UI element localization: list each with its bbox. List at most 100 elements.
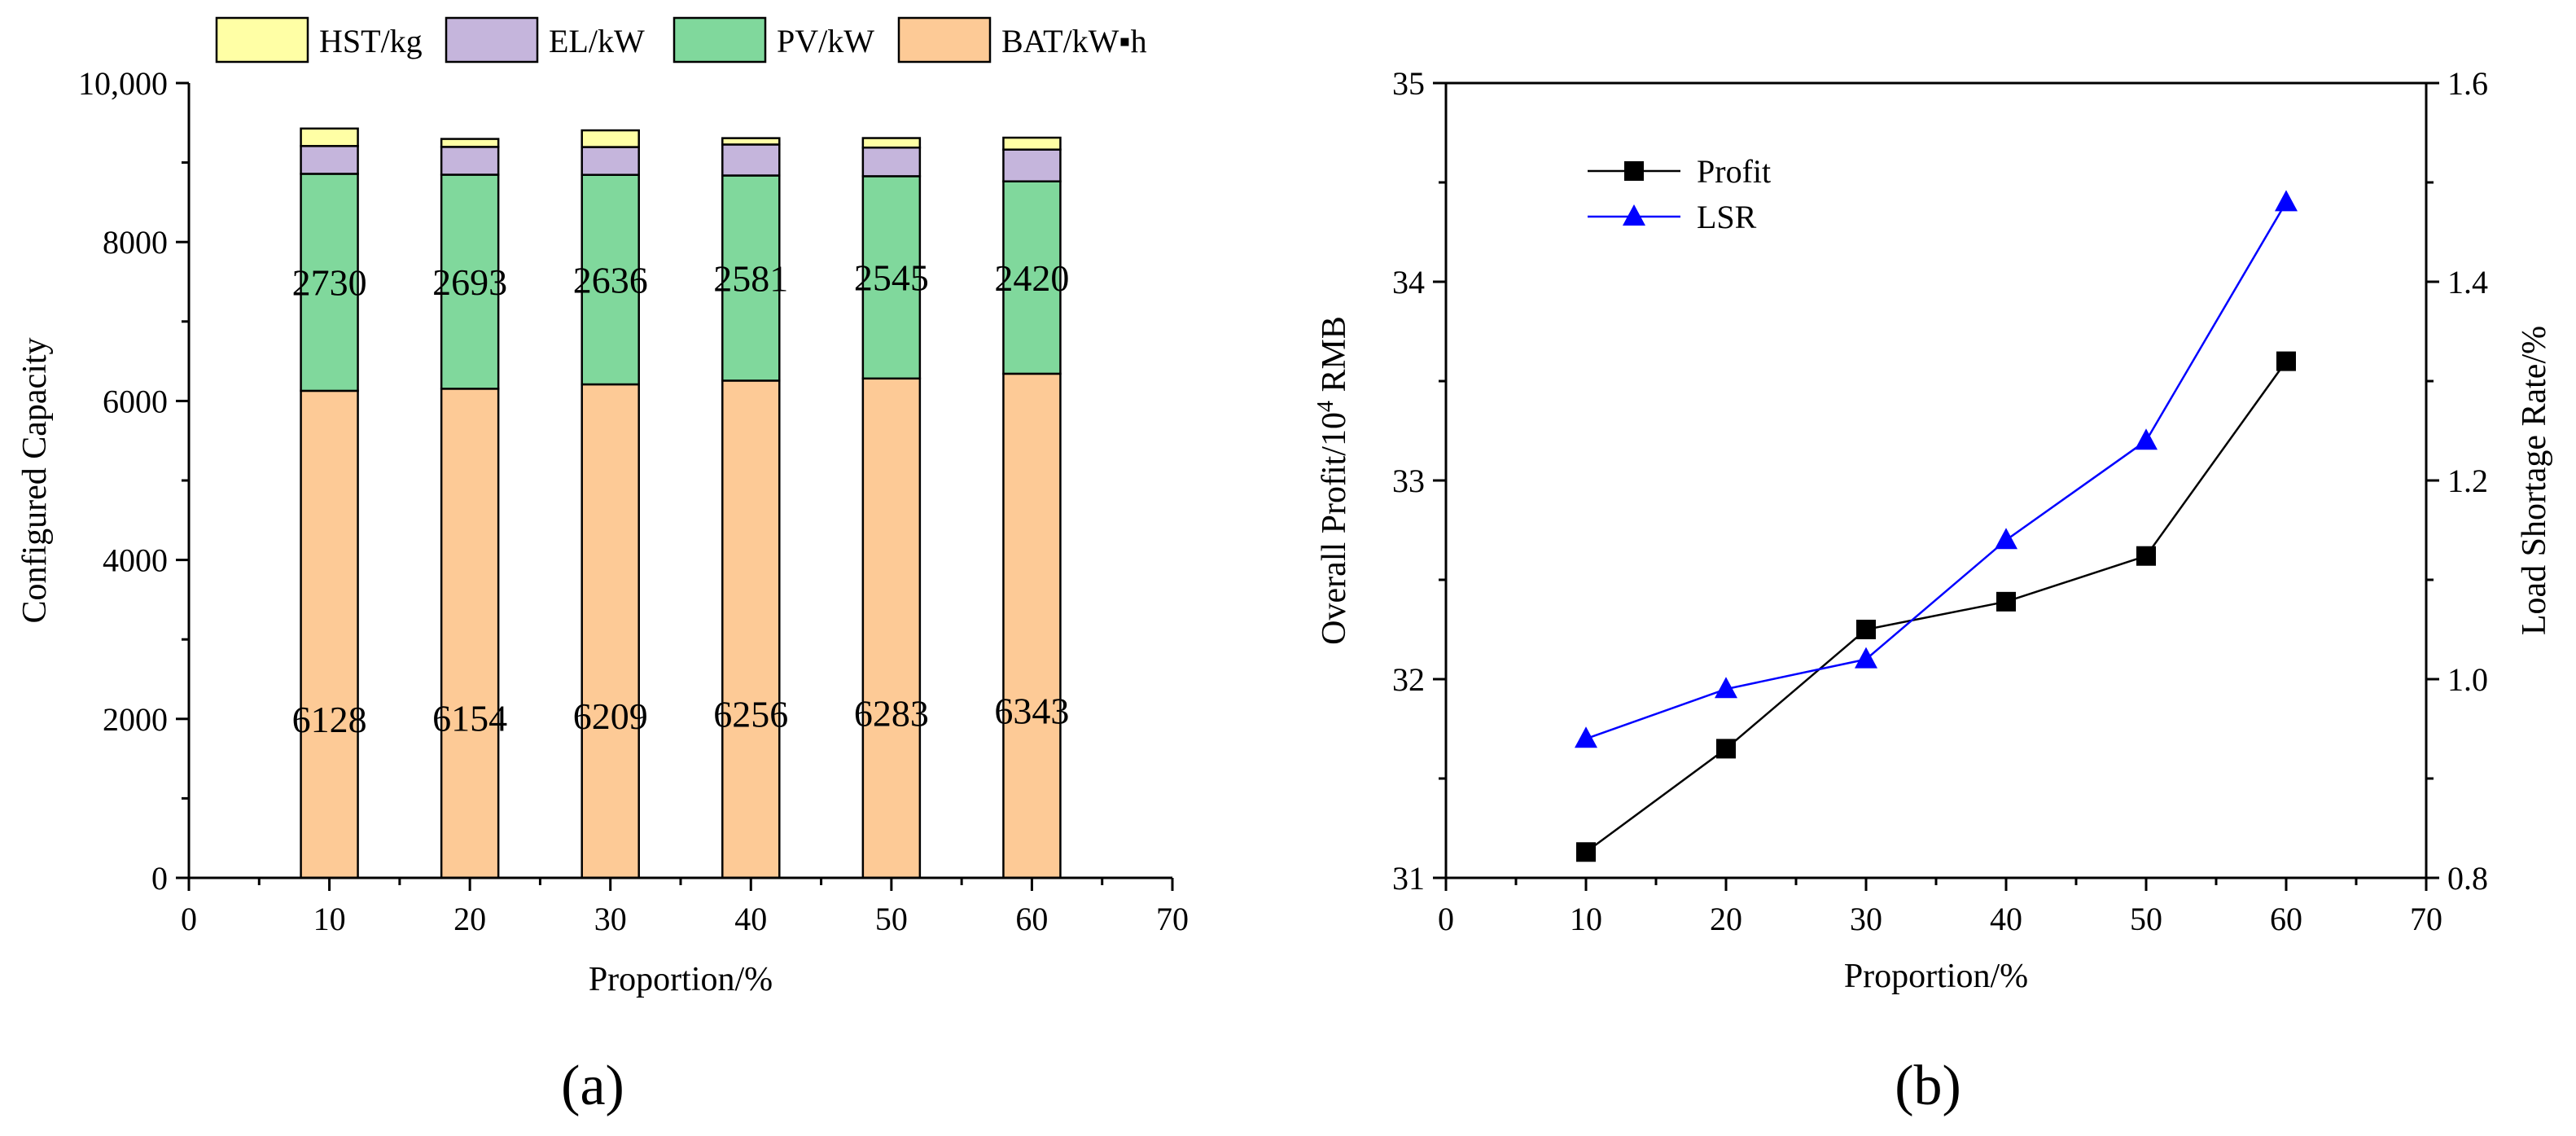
bar-segment <box>1002 372 1062 879</box>
y-tick-label: 6000 <box>103 383 168 419</box>
y-tick-label: 31 <box>1392 860 1425 897</box>
y-tick-label: 33 <box>1392 463 1425 499</box>
bar-segment <box>300 127 359 147</box>
bar-segment <box>580 129 640 148</box>
legend-swatch <box>897 16 992 64</box>
x-tick-label: 20 <box>1710 901 1742 937</box>
data-label: 6256 <box>713 694 788 735</box>
data-label: 6128 <box>292 699 367 740</box>
legend-label: BAT/kW▪h <box>1001 23 1147 59</box>
legend-label: PV/kW <box>777 23 874 59</box>
legend-swatch <box>672 16 767 64</box>
x-tick-label: 0 <box>181 901 197 937</box>
bar-segment <box>440 388 500 879</box>
y-tick-label: 10,000 <box>78 65 168 102</box>
x-axis-title: Proportion/% <box>1844 958 2028 995</box>
bar-segment <box>721 143 781 177</box>
bar-segment <box>580 146 640 176</box>
y-axis-title-superscript: 4 <box>1313 401 1338 412</box>
y-tick-label: 0 <box>151 860 168 897</box>
y2-tick-label: 0.8 <box>2447 860 2488 897</box>
y-tick-label: 8000 <box>103 224 168 261</box>
x-axis-title: Proportion/% <box>589 961 773 998</box>
bar-segment <box>300 389 359 879</box>
bar-segment <box>861 147 922 178</box>
legend-swatch <box>215 16 309 64</box>
y-tick-label: 32 <box>1392 661 1425 698</box>
y2-tick-label: 1.2 <box>2447 463 2488 499</box>
x-tick-label: 60 <box>1015 901 1048 937</box>
bar-segment <box>721 137 781 146</box>
x-tick-label: 30 <box>594 901 627 937</box>
plot-frame <box>1444 81 2428 879</box>
data-point <box>1715 677 1737 699</box>
data-label: 2693 <box>432 261 507 303</box>
legend-label: EL/kW <box>549 23 645 59</box>
bar-segment <box>861 175 922 380</box>
data-point <box>1996 591 2016 612</box>
x-tick-label: 10 <box>1570 901 1602 937</box>
x-tick-label: 40 <box>1990 901 2022 937</box>
x-tick-label: 70 <box>1156 901 1189 937</box>
panel-a-chart: 6128 6154 6209 6256 6283 6343 2730 2693 2636 2581… <box>16 16 1189 1117</box>
bar-segment <box>1002 180 1062 375</box>
data-label: 2730 <box>292 262 367 304</box>
bar-segment <box>1002 136 1062 151</box>
y-axis-title-part: RMB <box>1316 316 1353 401</box>
y2-tick-label: 1.6 <box>2447 65 2488 102</box>
bar-segment <box>300 173 359 393</box>
data-point <box>2275 190 2298 212</box>
y-tick-label: 35 <box>1392 65 1425 102</box>
legend-swatch <box>445 16 539 64</box>
x-tick-label: 50 <box>2130 901 2162 937</box>
data-label: 2581 <box>713 257 788 299</box>
y-axis-title-part: Overall Profit/10 <box>1316 412 1353 645</box>
bar-segment <box>1002 148 1062 182</box>
bar-segment <box>440 138 500 148</box>
y-axis-title: Configured Capacity <box>16 337 54 623</box>
bar-segment <box>721 174 781 382</box>
legend-label: LSR <box>1697 199 1757 235</box>
y-tick-label: 4000 <box>103 542 168 579</box>
bar-segment <box>861 137 922 149</box>
legend-marker <box>1624 161 1644 181</box>
data-label: 2420 <box>994 257 1069 299</box>
x-tick-label: 50 <box>875 901 908 937</box>
data-label: 6283 <box>854 692 929 734</box>
data-label: 2636 <box>573 259 648 300</box>
data-point <box>1716 739 1736 759</box>
panel-label: (a) <box>561 1055 624 1117</box>
x-tick-label: 60 <box>2270 901 2302 937</box>
x-tick-label: 30 <box>1850 901 1882 937</box>
series-line <box>1585 360 2288 853</box>
y2-tick-label: 1.0 <box>2447 661 2488 698</box>
data-label: 2545 <box>854 257 929 299</box>
x-tick-label: 10 <box>313 901 346 937</box>
data-point <box>1856 620 1876 639</box>
legend-label: Profit <box>1697 153 1771 190</box>
y-tick-label: 34 <box>1392 264 1425 300</box>
bar-segment <box>300 145 359 175</box>
data-point <box>1575 726 1597 748</box>
bar-segment <box>440 146 500 176</box>
data-point <box>1995 528 2017 550</box>
data-point <box>1576 842 1596 862</box>
data-point <box>2136 546 2156 566</box>
x-tick-label: 20 <box>453 901 486 937</box>
x-tick-label: 0 <box>1438 901 1454 937</box>
x-tick-label: 40 <box>734 901 767 937</box>
bar-segment <box>580 383 640 879</box>
y2-tick-label: 1.4 <box>2447 264 2488 300</box>
series-line <box>1585 201 2288 740</box>
y-axis-title: Overall Profit/104 RMB <box>1313 316 1354 645</box>
bar-segment <box>440 173 500 390</box>
data-label: 6154 <box>432 698 507 739</box>
data-point <box>2276 351 2296 371</box>
legend-marker <box>1623 204 1645 226</box>
bar-segment <box>721 379 781 879</box>
y2-axis-title: Load Shortage Rate/% <box>2516 326 2553 635</box>
data-label: 6209 <box>573 695 648 737</box>
data-point <box>1855 647 1877 669</box>
x-tick-label: 70 <box>2410 901 2442 937</box>
